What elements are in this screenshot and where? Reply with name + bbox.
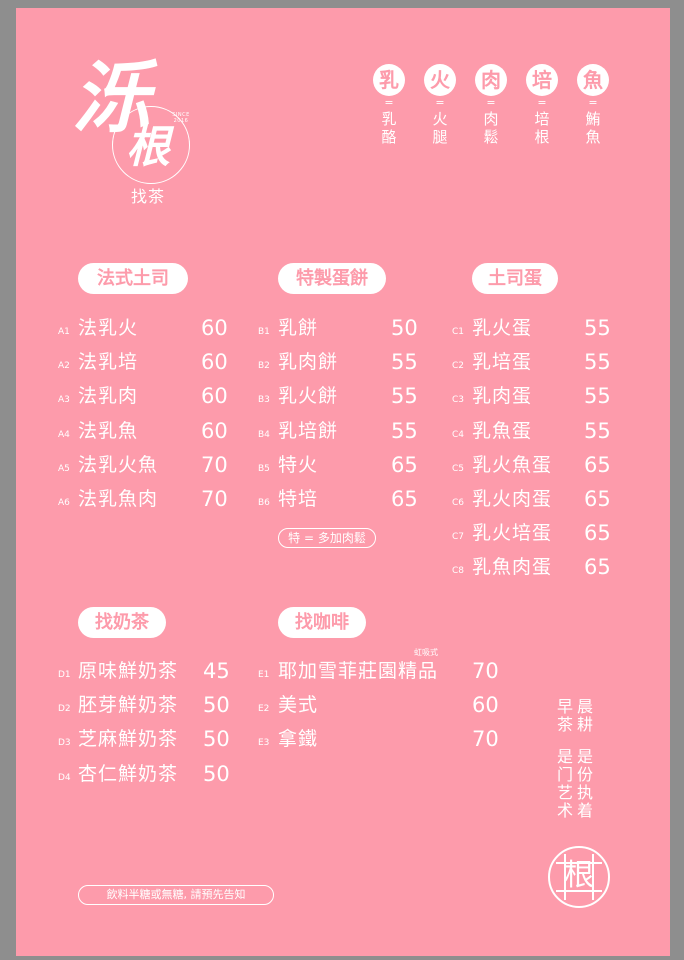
siphon-note: 虹吸式 <box>414 648 438 657</box>
list-item: B1 乳餅 50 <box>258 316 418 340</box>
slogan-col-3: 是门艺术 <box>556 747 573 820</box>
french-toast-list: A1 法乳火 60 A2 法乳培 60 A3 法乳肉 60 A4 法乳魚 60 A5 法乳火魚 70… <box>58 316 238 521</box>
list-item: A3 法乳肉 60 <box>58 384 228 409</box>
legend-item: 培 = 培根 <box>525 64 559 146</box>
list-item: B3 乳火餅 55 <box>258 384 418 409</box>
list-item: C4 乳魚蛋 55 <box>452 418 611 443</box>
list-item: E3 拿鐵 70 <box>258 727 499 752</box>
section-title-milk-tea: 找奶茶 <box>78 607 166 638</box>
list-item: C3 乳肉蛋 55 <box>452 384 611 409</box>
logo-char-2: 根 <box>126 122 170 173</box>
since-label: SINCE 2016 <box>172 112 190 124</box>
list-item: A5 法乳火魚 70 <box>58 452 228 477</box>
list-item: D4 杏仁鮮奶茶 50 <box>58 761 230 786</box>
list-item: B5 特火 65 <box>258 452 418 477</box>
list-item: B6 特培 65 <box>258 486 418 511</box>
logo-subtitle: 找茶 <box>130 187 165 206</box>
section-title-toast-egg: 土司蛋 <box>472 263 558 294</box>
coffee-list: E1 耶加雪菲莊園精品 70 E2 美式 60 E3 拿鐵 70 <box>258 659 518 762</box>
list-item: C8 乳魚肉蛋 65 <box>452 555 611 580</box>
legend-item: 乳 = 乳酪 <box>372 64 406 146</box>
list-item: C7 乳火培蛋 65 <box>452 521 611 546</box>
list-item: D1 原味鮮奶茶 45 <box>58 659 230 683</box>
list-item: B4 乳培餅 55 <box>258 418 418 443</box>
list-item: C1 乳火蛋 55 <box>452 316 611 340</box>
list-item: E2 美式 60 <box>258 693 499 718</box>
section-title-coffee: 找咖啡 <box>278 607 366 638</box>
list-item: E1 耶加雪菲莊園精品 70 <box>258 659 499 683</box>
footer-note: 飲料半糖或無糖, 請預先告知 <box>78 885 274 905</box>
seal-char: 根 <box>564 858 594 893</box>
slogan-col-2: 晨耕 <box>576 697 593 734</box>
legend-item: 肉 = 肉鬆 <box>474 64 508 146</box>
toast-egg-list: C1 乳火蛋 55 C2 乳培蛋 55 C3 乳肉蛋 55 C4 乳魚蛋 55 C5 乳火魚蛋 65… <box>452 316 622 590</box>
logo-circle <box>112 106 190 184</box>
list-item: B2 乳肉餅 55 <box>258 350 418 375</box>
list-item: D3 芝麻鮮奶茶 50 <box>58 727 230 752</box>
slogan-col-4: 是份执着 <box>576 747 593 820</box>
list-item: A1 法乳火 60 <box>58 316 228 340</box>
milk-tea-list: D1 原味鮮奶茶 45 D2 胚芽鮮奶茶 50 D3 芝麻鮮奶茶 50 D4 杏仁鮮奶茶 50 <box>58 659 258 796</box>
egg-pancake-list: B1 乳餅 50 B2 乳肉餅 55 B3 乳火餅 55 B4 乳培餅 55 B5 特火 65 B6… <box>258 316 428 521</box>
list-item: C5 乳火魚蛋 65 <box>452 452 611 477</box>
legend-item: 火 = 火腿 <box>423 64 457 146</box>
menu-sheet: 泺 根 SINCE 2016 找茶 乳 = 乳酪 火 = 火腿 肉 = 肉鬆 培… <box>16 8 670 956</box>
pancake-note: 特 = 多加肉鬆 <box>278 528 376 548</box>
list-item: A6 法乳魚肉 70 <box>58 486 228 511</box>
section-title-egg-pancake: 特製蛋餅 <box>278 263 386 294</box>
legend-item: 魚 = 鮪魚 <box>576 64 610 146</box>
list-item: C6 乳火肉蛋 65 <box>452 486 611 511</box>
list-item: A4 法乳魚 60 <box>58 418 228 443</box>
seal-stamp: 根 <box>548 846 610 908</box>
section-title-french-toast: 法式土司 <box>78 263 188 294</box>
list-item: A2 法乳培 60 <box>58 350 228 375</box>
slogan-col-1: 早茶 <box>556 697 573 734</box>
list-item: C2 乳培蛋 55 <box>452 350 611 375</box>
list-item: D2 胚芽鮮奶茶 50 <box>58 693 230 718</box>
